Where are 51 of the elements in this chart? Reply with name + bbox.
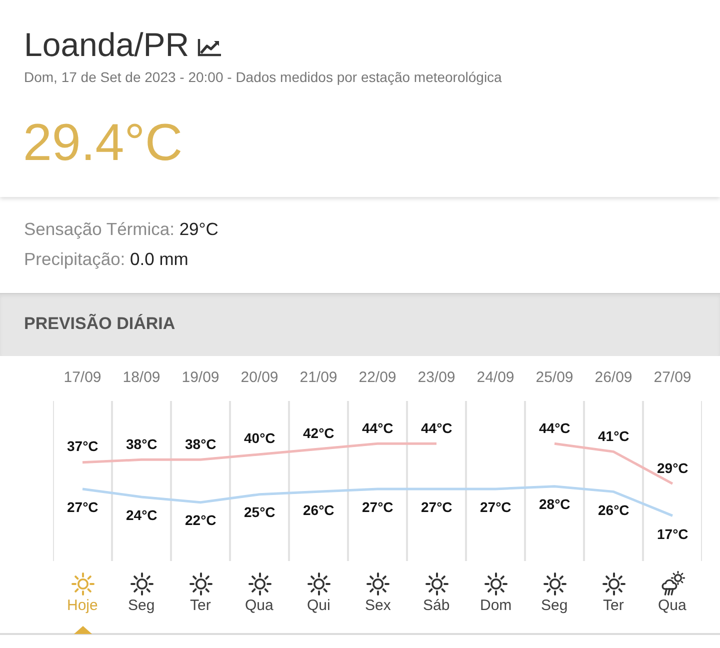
x-tick-label: 24/09 <box>476 369 514 386</box>
x-tick-label: 19/09 <box>182 369 220 386</box>
annotation: Ter <box>190 597 211 614</box>
data-label: 44°C <box>539 420 570 436</box>
data-label: 44°C <box>362 420 394 436</box>
annotation: Sáb <box>423 597 450 614</box>
x-tick-label: 18/09 <box>122 369 160 386</box>
text: PREVISÃO DIÁRIA <box>24 314 176 334</box>
annotation: Hoje <box>67 597 98 614</box>
data-label: 27°C <box>362 499 394 515</box>
x-tick-label: 21/09 <box>300 369 338 386</box>
x-tick-label: 22/09 <box>358 369 396 386</box>
x-tick-label: 23/09 <box>418 369 456 386</box>
data-label: 24°C <box>126 507 158 523</box>
data-label: 29°C <box>657 460 688 476</box>
data-label: 37°C <box>67 438 98 454</box>
annotation: Ter <box>603 597 624 614</box>
data-label: 38°C <box>185 436 216 452</box>
data-label: 26°C <box>303 502 334 518</box>
annotation: Qua <box>245 597 274 614</box>
annotation: Dom <box>480 597 512 614</box>
annotation: Qua <box>658 597 688 614</box>
x-tick-label: 25/09 <box>536 369 574 386</box>
data-label: 17°C <box>657 526 688 542</box>
data-label: 26°C <box>598 502 630 518</box>
text: Sensação Térmica: <box>24 219 174 239</box>
data-label: 25°C <box>244 504 276 520</box>
x-tick-label: 27/09 <box>654 369 692 386</box>
data-label: 44°C <box>421 420 452 436</box>
data-label: 28°C <box>539 496 570 512</box>
annotation: Seg <box>128 597 155 614</box>
data-label: 38°C <box>126 436 158 452</box>
data-label: 27°C <box>67 499 98 515</box>
x-tick-label: 20/09 <box>240 369 278 386</box>
data-label: 27°C <box>480 499 512 515</box>
data-label: 41°C <box>598 428 630 444</box>
x-tick-label: 17/09 <box>64 369 102 386</box>
chart-subtitle: Dom, 17 de Set de 2023 - 20:00 - Dados medidos por estação meteorológica <box>24 69 502 85</box>
text: Precipitação: <box>24 249 126 269</box>
data-label: 40°C <box>244 430 276 446</box>
annotation: Seg <box>541 597 568 614</box>
text: 29°C <box>179 219 218 239</box>
text: 0.0 mm <box>130 249 188 269</box>
annotation: Sex <box>365 597 392 614</box>
annotation: Qui <box>307 597 330 614</box>
x-tick-label: 26/09 <box>594 369 632 386</box>
chart-title: Loanda/PR <box>24 26 190 64</box>
text: 29.4°C <box>23 113 183 173</box>
data-label: 42°C <box>303 425 334 441</box>
data-label: 27°C <box>421 499 452 515</box>
data-label: 22°C <box>185 512 216 528</box>
